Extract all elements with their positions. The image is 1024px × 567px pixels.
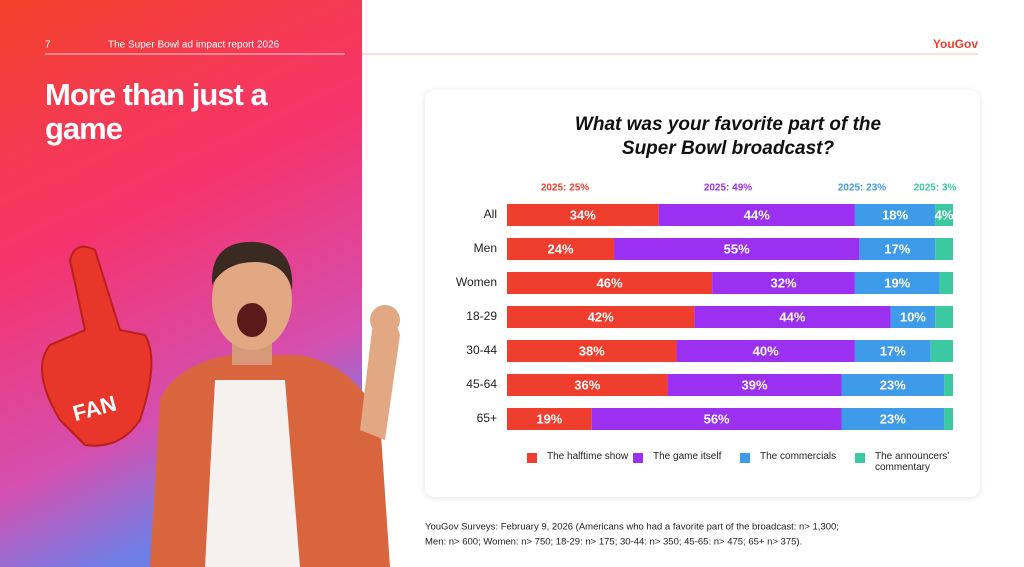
footnote: YouGov Surveys: February 9, 2026 (Americ… — [425, 522, 839, 533]
legend-item: The game itself — [653, 451, 722, 462]
category-label: 45-64 — [466, 377, 497, 391]
bar-segment — [507, 272, 713, 294]
bar-segment — [591, 408, 842, 430]
data-label: 17% — [880, 343, 906, 358]
category-label: Women — [456, 275, 497, 289]
data-label: 56% — [704, 411, 730, 426]
category-label: 18-29 — [466, 309, 497, 323]
bar-segment — [935, 238, 953, 260]
legend-label: The halftime show — [547, 451, 629, 462]
report-title: The Super Bowl ad impact report 2026 — [108, 40, 280, 51]
bar-segment — [507, 408, 592, 430]
photo-illustration: FAN — [41, 241, 400, 567]
bar-segment — [841, 408, 945, 430]
legend-item: The announcers' commentary — [875, 451, 950, 473]
bar-segment — [841, 374, 945, 396]
bar-segment — [944, 408, 953, 430]
data-label: 10% — [900, 309, 926, 324]
legend-swatch — [633, 453, 643, 463]
bar-segment — [935, 306, 953, 328]
data-label: 36% — [574, 377, 600, 392]
data-label: 23% — [880, 377, 906, 392]
bar-segment — [854, 272, 940, 294]
legend-swatch — [855, 453, 865, 463]
bar-segment — [667, 374, 842, 396]
category-label: 65+ — [477, 411, 497, 425]
data-label: 46% — [597, 275, 623, 290]
prior-year-label: 2025: 23% — [838, 183, 886, 194]
data-label: 42% — [588, 309, 614, 324]
chart-title: What was your favorite part of the — [575, 114, 882, 135]
data-label: 40% — [753, 343, 779, 358]
legend-label: The game itself — [653, 451, 722, 462]
headline: More than just a — [45, 77, 268, 112]
bar-segment — [854, 340, 931, 362]
brand: YouGov — [933, 37, 978, 51]
bar-segment — [658, 204, 855, 226]
bar-segment — [890, 306, 936, 328]
bar-segment — [712, 272, 855, 294]
data-label: 18% — [882, 207, 908, 222]
data-label: 34% — [570, 207, 596, 222]
data-label: 44% — [744, 207, 770, 222]
bar-segment — [507, 204, 659, 226]
bar-segment — [507, 306, 695, 328]
prior-year-label: 2025: 3% — [914, 183, 957, 194]
page-number: 7 — [45, 40, 51, 51]
legend-label: The commercials — [760, 451, 837, 462]
footnote: Men: n> 600; Women: n> 750; 18-29: n> 17… — [425, 537, 802, 548]
data-label: 23% — [880, 411, 906, 426]
legend-item: The halftime show — [547, 451, 629, 462]
category-label: Men — [474, 241, 497, 255]
bar-segment — [930, 340, 953, 362]
data-label: 4% — [935, 207, 954, 222]
bar-segment — [935, 204, 953, 226]
data-label: 17% — [884, 241, 910, 256]
bar-segment — [507, 340, 677, 362]
data-label: 39% — [742, 377, 768, 392]
bar-segment — [507, 374, 668, 396]
chart-title: Super Bowl broadcast? — [622, 138, 835, 159]
data-label: 24% — [548, 241, 574, 256]
bar-segment — [854, 204, 936, 226]
data-label: 19% — [536, 411, 562, 426]
bar-segment — [694, 306, 891, 328]
data-label: 38% — [579, 343, 605, 358]
bar-segment — [507, 238, 615, 260]
bar-segment — [939, 272, 953, 294]
bar-segment — [859, 238, 936, 260]
category-label: 30-44 — [466, 343, 497, 357]
data-label: 19% — [884, 275, 910, 290]
data-label: 55% — [724, 241, 750, 256]
legend-item: The commercials — [760, 451, 837, 462]
bar-segment — [944, 374, 953, 396]
data-label: 44% — [779, 309, 805, 324]
bar-segment — [676, 340, 855, 362]
category-label: All — [484, 207, 497, 221]
legend-swatch — [740, 453, 750, 463]
headline: game — [45, 111, 123, 146]
prior-year-label: 2025: 25% — [541, 183, 589, 194]
bar-segment — [614, 238, 860, 260]
data-label: 32% — [771, 275, 797, 290]
prior-year-label: 2025: 49% — [704, 183, 752, 194]
legend-label: The announcers' commentary — [875, 451, 950, 473]
legend-swatch — [527, 453, 537, 463]
